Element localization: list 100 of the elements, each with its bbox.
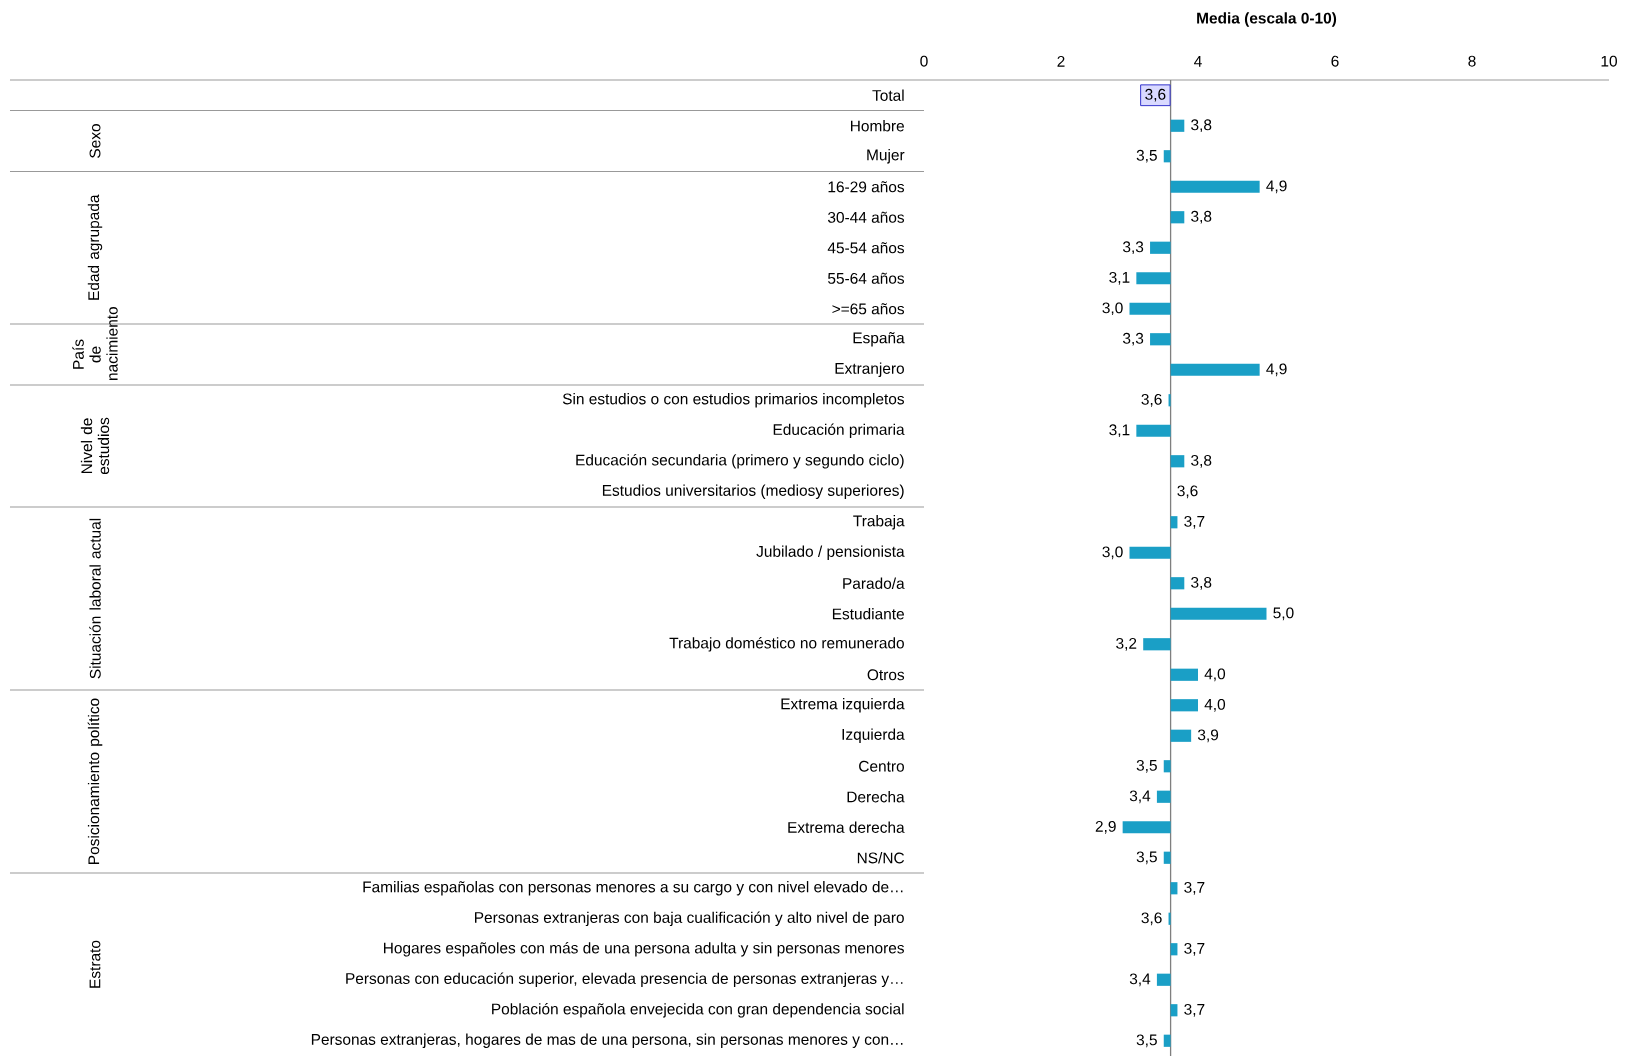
data-label: 4,9: [1266, 180, 1287, 194]
data-label: 3,2: [1116, 637, 1137, 651]
data-label: 3,3: [1122, 241, 1144, 255]
y-tick-label: Sin estudios o con estudios primarios incompletos: [562, 393, 905, 408]
bar: [1156, 790, 1171, 803]
bar: [1170, 699, 1198, 712]
data-label: 3,8: [1191, 576, 1212, 590]
bar: [1156, 973, 1171, 986]
y-tick-label: Personas extranjeras con baja cualificación y alto nivel de paro: [475, 911, 904, 926]
bar: [1170, 119, 1185, 132]
data-label: 3,7: [1184, 942, 1205, 956]
data-label: 3,6: [1141, 393, 1162, 407]
bar: [1163, 1034, 1171, 1047]
data-label: 5,0: [1273, 607, 1294, 621]
y-tick-label: >=65 años: [832, 303, 905, 315]
y-tick-label: Hogares españoles con más de una persona adulta y sin personas menores: [384, 941, 904, 957]
data-label: 3,1: [1109, 424, 1130, 438]
bar: [1170, 607, 1267, 620]
bar: [1150, 241, 1171, 254]
bar: [1168, 394, 1171, 407]
y-tick-label: Estudiante: [832, 608, 904, 620]
x-tick-label: 6: [1331, 55, 1339, 67]
bar: [1170, 729, 1192, 742]
data-label: 3,7: [1184, 1003, 1205, 1017]
bar: [1170, 668, 1198, 681]
data-label: 3,7: [1184, 881, 1205, 895]
bar: [1143, 638, 1171, 651]
data-label: 3,5: [1136, 1034, 1157, 1048]
bar: [1168, 912, 1171, 925]
y-tick-label: 30-44 años: [827, 211, 905, 223]
bar: [1170, 455, 1185, 468]
x-tick-label: 2: [1057, 55, 1065, 67]
data-label: 3,8: [1191, 454, 1212, 468]
bar: [1150, 333, 1171, 346]
y-tick-label: 55-64 años: [828, 272, 905, 284]
bar: [1163, 760, 1171, 773]
y-tick-label: Personas extranjeras, hogares de mas de una persona, sin personas menores y con…: [311, 1033, 903, 1048]
bar: [1170, 180, 1260, 193]
bar: [1129, 546, 1171, 559]
bar: [1170, 363, 1260, 376]
y-tick-label: Educación secundaria (primero y segundo ciclo): [576, 453, 904, 469]
data-label: 3,8: [1191, 210, 1212, 224]
x-tick-label: 0: [920, 55, 928, 67]
y-tick-label: Extranjero: [835, 362, 904, 377]
data-label: 4,9: [1266, 363, 1287, 377]
bar: [1129, 302, 1171, 315]
data-label: 3,1: [1109, 271, 1130, 285]
text: Nivel de estudios: [80, 417, 110, 475]
y-tick-label: Mujer: [867, 148, 905, 164]
data-label: 3,9: [1197, 729, 1219, 743]
y-tick-label: Extrema izquierda: [781, 698, 905, 713]
y-tick-label: Familias españolas con personas menores a su cargo y con nivel elevado de…: [363, 881, 903, 896]
y-tick-label: Trabajo doméstico no remunerado: [669, 636, 904, 652]
text: Sexo: [89, 123, 101, 158]
x-tick-label: 4: [1194, 55, 1202, 67]
bar: [1122, 821, 1171, 834]
data-label: 4,0: [1204, 668, 1226, 682]
data-label: 3,5: [1136, 759, 1157, 773]
data-label: 3,8: [1191, 119, 1212, 133]
y-tick-label: Otros: [867, 669, 905, 681]
bar: [1136, 424, 1171, 437]
y-tick-label: Extrema derecha: [788, 821, 905, 833]
y-tick-label: Trabaja: [853, 515, 905, 530]
y-tick-label: Educación primaria: [773, 423, 905, 438]
bar: [1170, 577, 1185, 590]
ref-line-label: 3,6: [1145, 88, 1166, 102]
y-tick-label: 45-54 años: [827, 242, 905, 254]
bar: [1163, 851, 1171, 864]
text: 3,6: [1177, 485, 1198, 499]
y-tick-label: NS/NC: [857, 852, 905, 864]
bar: [1163, 150, 1171, 163]
data-label: 3,4: [1129, 790, 1151, 804]
x-axis-title: Media (escala 0-10): [1197, 12, 1337, 27]
y-tick-label: Derecha: [847, 791, 905, 803]
y-tick-label: Centro: [859, 760, 904, 772]
data-label: 3,0: [1102, 546, 1123, 560]
text: Estrato: [89, 940, 101, 988]
data-label: 3,3: [1122, 332, 1144, 346]
y-tick-label: Izquierda: [842, 728, 905, 743]
data-label: 3,5: [1136, 851, 1157, 865]
x-tick-label: 8: [1468, 55, 1476, 67]
data-label: 4,0: [1204, 698, 1226, 712]
y-tick-label: Jubilado / pensionista: [756, 545, 905, 560]
bar: [1170, 211, 1185, 224]
y-tick-label: Población española envejecida con gran dependencia social: [492, 1002, 904, 1018]
x-tick-label: 10: [1601, 55, 1617, 67]
y-tick-label: 16-29 años: [828, 181, 905, 193]
text: País de nacimiento: [72, 306, 118, 380]
bar: [1136, 272, 1171, 285]
y-tick-label: España: [853, 332, 905, 347]
y-tick-label: Estudios universitarios (mediosy superiores): [602, 484, 904, 499]
data-label: 3,0: [1102, 302, 1123, 316]
y-tick-label: Parado/a: [843, 577, 905, 589]
y-tick-label: Total: [872, 89, 904, 101]
y-tick-label: Personas con educación superior, elevada presencia de personas extranjeras y…: [346, 972, 903, 987]
y-tick-label: Hombre: [851, 120, 904, 132]
text: Situación laboral actual: [89, 518, 101, 679]
data-label: 3,4: [1129, 973, 1151, 987]
text: Posicionamiento político: [87, 698, 103, 864]
data-label: 2,9: [1095, 820, 1116, 834]
